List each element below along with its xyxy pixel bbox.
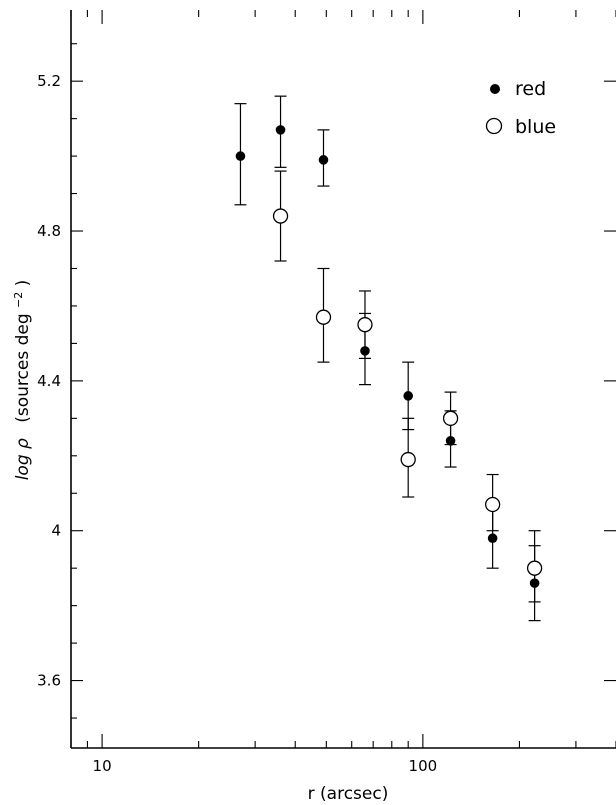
legend-label-red: red [515, 78, 546, 100]
legend-marker-red [490, 84, 500, 94]
data-point-red [235, 151, 246, 161]
y-axis-title-units: (sources deg [13, 313, 33, 422]
y-tick-label: 4 [51, 522, 61, 540]
data-point-red [360, 346, 370, 356]
y-tick-label: 4.4 [37, 372, 61, 390]
legend-label-blue: blue [515, 116, 556, 138]
tick-labels: 3.6 4 4.4 4.8 5.2 10 100 [37, 72, 437, 775]
data-point-red [487, 533, 498, 544]
data-point-red [275, 125, 286, 135]
y-axis-title-symbol: log ρ [13, 438, 33, 480]
data-point-red [318, 155, 329, 165]
data-point-red [445, 436, 456, 446]
y-axis-title-exponent: −2 [12, 292, 25, 308]
legend: red blue [485, 78, 556, 138]
data-point-blue [526, 560, 543, 576]
data-point-blue [442, 410, 459, 426]
data-point-blue [272, 208, 289, 224]
y-axis-title: log ρ (sources deg −2 ) [7, 280, 33, 481]
y-tick-label: 3.6 [37, 672, 61, 690]
data-point-blue [357, 317, 373, 333]
y-tick-label: 5.2 [37, 72, 61, 90]
x-tick-label: 100 [409, 757, 438, 775]
x-tick-label: 10 [93, 757, 112, 775]
data-point-red [403, 391, 413, 401]
data-point-blue [484, 496, 501, 513]
y-tick-label: 4.8 [37, 222, 61, 240]
data-markers [235, 125, 543, 588]
x-axis-title: r (arcsec) [308, 784, 389, 804]
legend-marker-blue [485, 117, 503, 135]
data-point-blue [315, 309, 332, 325]
data-point-red [529, 578, 540, 588]
y-axis-title-close: ) [13, 280, 33, 287]
axis-ticks [70, 10, 616, 748]
data-point-blue [400, 451, 416, 468]
